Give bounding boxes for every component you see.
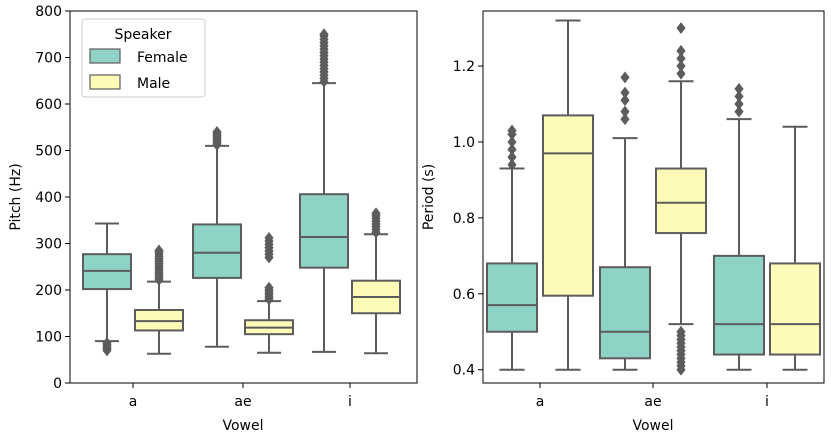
outlier-point xyxy=(371,207,381,220)
y-tick-label: 700 xyxy=(35,51,62,67)
outlier-point xyxy=(319,28,329,41)
period-axes-frame xyxy=(482,10,825,384)
legend-label-male: Male xyxy=(137,76,170,92)
box-female-i xyxy=(299,28,349,353)
pitch-y-axis-label: Pitch (Hz) xyxy=(8,163,24,230)
legend-swatch-male xyxy=(89,74,121,90)
x-tick-label: ae xyxy=(644,394,661,410)
outlier-point xyxy=(734,90,744,103)
outlier-point xyxy=(507,136,517,148)
x-tick-label: ae xyxy=(234,394,251,410)
outlier-point xyxy=(676,22,686,35)
outlier-point xyxy=(676,44,686,57)
iqr-box xyxy=(599,266,651,360)
y-tick-label: 200 xyxy=(35,283,62,299)
period-y-axis-label: Period (s) xyxy=(421,164,437,230)
iqr-box xyxy=(299,193,349,269)
y-tick-label: 800 xyxy=(35,4,62,20)
period-x-axis-label: Vowel xyxy=(632,418,673,434)
legend-swatch-female xyxy=(89,48,121,64)
outlier-point xyxy=(734,82,744,95)
outlier-point xyxy=(102,337,112,349)
outlier-point xyxy=(620,86,630,99)
outlier-point xyxy=(154,244,164,257)
y-tick-label: 0.6 xyxy=(453,287,475,303)
box-female-i xyxy=(713,82,765,371)
y-tick-label: 0.4 xyxy=(453,363,475,379)
pitch-boxplot-panel: 0 100 200 300 400 500 600 700 800 a ae i Pitch (Hz)… xyxy=(8,4,418,434)
outlier-point xyxy=(507,124,517,137)
outlier-point xyxy=(620,71,630,84)
iqr-box xyxy=(192,223,242,279)
box-female-ae xyxy=(192,125,242,348)
outlier-point xyxy=(620,105,630,118)
y-tick-label: 100 xyxy=(35,330,62,346)
x-tick-label: a xyxy=(536,394,545,410)
outlier-point xyxy=(507,151,517,164)
box-male-ae xyxy=(655,22,707,376)
outlier-point xyxy=(264,281,274,294)
y-tick-label: 500 xyxy=(35,144,62,160)
box-male-a xyxy=(542,19,594,371)
y-tick-label: 1.0 xyxy=(453,135,475,151)
box-female-a xyxy=(82,222,132,357)
outlier-point xyxy=(507,158,517,171)
outlier-point xyxy=(507,143,517,156)
outlier-point xyxy=(212,125,222,138)
legend-label-female: Female xyxy=(137,50,188,66)
y-tick-label: 300 xyxy=(35,237,62,253)
y-tick-label: 1.2 xyxy=(453,59,475,75)
box-male-ae xyxy=(244,231,294,354)
y-tick-label: 600 xyxy=(35,97,62,113)
iqr-box xyxy=(486,262,538,333)
period-boxplot-panel: 0.4 0.6 0.8 1.0 1.2 a ae i Period (s) Vowel xyxy=(421,10,825,434)
outlier-point xyxy=(734,105,744,118)
iqr-box xyxy=(655,167,707,235)
outlier-point xyxy=(264,231,274,244)
box-female-a xyxy=(486,124,538,371)
box-male-i xyxy=(351,207,401,355)
iqr-box xyxy=(542,114,594,297)
outlier-point xyxy=(676,67,686,80)
iqr-box xyxy=(713,254,765,356)
x-tick-label: a xyxy=(129,394,138,410)
box-male-a xyxy=(134,244,184,355)
outlier-point xyxy=(734,98,744,110)
outlier-point xyxy=(620,94,630,107)
outlier-point xyxy=(676,60,686,72)
x-tick-label: i xyxy=(348,394,352,410)
y-tick-label: 0.8 xyxy=(453,211,475,227)
y-tick-label: 0 xyxy=(53,376,62,392)
outlier-point xyxy=(620,113,630,126)
y-tick-label: 400 xyxy=(35,190,62,206)
box-male-i xyxy=(769,125,821,371)
pitch-legend: Speaker Female Male xyxy=(81,18,206,98)
pitch-x-axis-label: Vowel xyxy=(222,418,263,434)
pitch-axes-frame xyxy=(69,10,418,384)
x-tick-label: i xyxy=(765,394,769,410)
iqr-box xyxy=(769,262,821,356)
box-female-ae xyxy=(599,71,651,371)
legend-title: Speaker xyxy=(115,27,172,43)
outlier-point xyxy=(676,325,686,338)
outlier-point xyxy=(676,52,686,65)
